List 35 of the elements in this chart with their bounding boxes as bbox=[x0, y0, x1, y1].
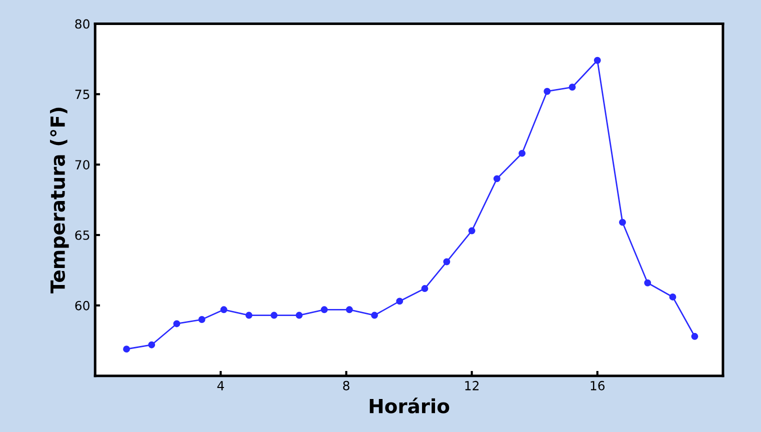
point bbox=[421, 285, 428, 292]
point bbox=[518, 150, 526, 157]
point bbox=[493, 175, 500, 182]
point bbox=[644, 279, 652, 286]
x-axis-title: Horário bbox=[370, 398, 450, 414]
point bbox=[296, 312, 303, 319]
point bbox=[220, 306, 228, 314]
point bbox=[198, 316, 206, 323]
x-tick-label: 8 bbox=[343, 380, 350, 390]
point bbox=[123, 346, 130, 353]
y-tick-label: 70 bbox=[75, 160, 90, 170]
x-tick-label: 4 bbox=[217, 381, 224, 390]
point bbox=[148, 341, 156, 348]
y-tick-label: 60 bbox=[75, 300, 90, 310]
point bbox=[544, 88, 551, 95]
point bbox=[270, 312, 278, 319]
x-tick-label: 16 bbox=[590, 380, 605, 390]
point bbox=[669, 294, 676, 300]
y-axis-title: Temperatura (°F) bbox=[50, 108, 69, 294]
point bbox=[691, 332, 698, 340]
point bbox=[173, 320, 180, 328]
x-tick-label: 12 bbox=[465, 380, 479, 390]
point bbox=[320, 306, 328, 314]
point bbox=[619, 218, 626, 226]
point bbox=[443, 258, 450, 266]
point bbox=[245, 312, 252, 319]
y-tick-label: 75 bbox=[75, 90, 90, 100]
y-tick-label: 80 bbox=[75, 19, 90, 29]
point bbox=[594, 56, 601, 64]
point bbox=[371, 312, 378, 319]
point bbox=[396, 298, 404, 305]
point bbox=[346, 306, 353, 314]
point bbox=[468, 227, 476, 234]
y-tick-label: 65 bbox=[75, 230, 90, 240]
point bbox=[568, 84, 576, 91]
